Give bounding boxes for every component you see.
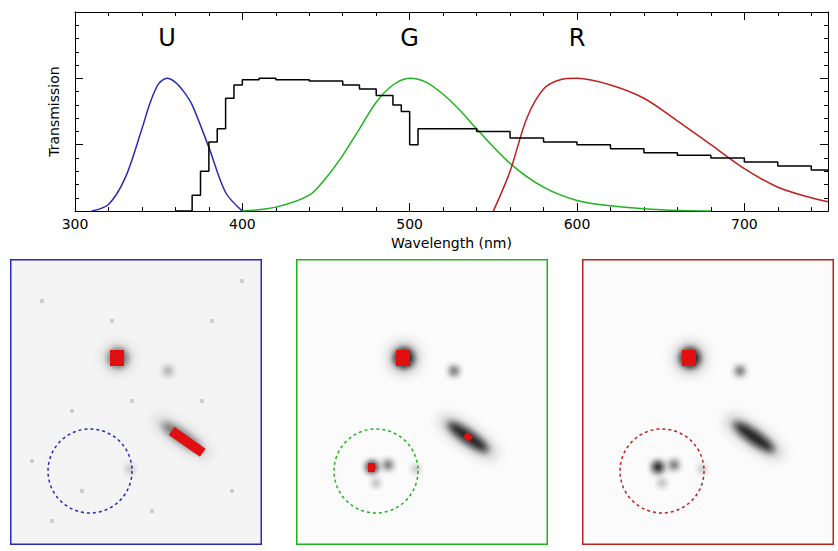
svg-text:300: 300	[62, 216, 89, 232]
svg-text:G: G	[400, 24, 419, 52]
svg-text:U: U	[158, 24, 176, 52]
svg-text:500: 500	[396, 216, 423, 232]
svg-text:700: 700	[731, 216, 758, 232]
svg-text:Transmission: Transmission	[46, 66, 62, 157]
svg-text:R: R	[569, 24, 586, 52]
svg-text:400: 400	[229, 216, 256, 232]
svg-text:600: 600	[564, 216, 591, 232]
svg-text:Wavelength (nm): Wavelength (nm)	[391, 235, 512, 251]
